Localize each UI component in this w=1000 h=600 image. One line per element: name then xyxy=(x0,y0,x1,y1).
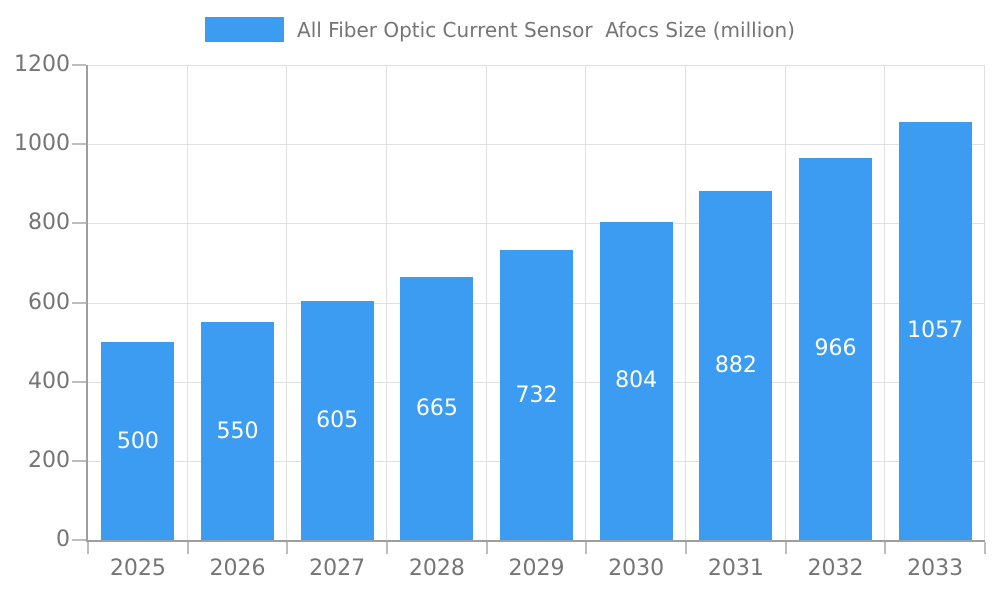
legend-swatch-icon xyxy=(205,17,285,42)
x-axis-tick-label: 2032 xyxy=(807,556,864,581)
y-axis-tick xyxy=(72,301,86,304)
y-axis-tick xyxy=(72,222,86,225)
v-gridline xyxy=(685,65,686,540)
bar-2030[interactable]: 804 xyxy=(599,221,673,540)
v-gridline xyxy=(386,65,387,540)
bar-value-label: 804 xyxy=(615,368,658,394)
x-axis-tick-label: 2027 xyxy=(309,556,366,581)
bar-value-label: 966 xyxy=(814,336,857,362)
x-axis-tick xyxy=(884,542,887,554)
v-gridline xyxy=(186,65,188,540)
bar-2032[interactable]: 966 xyxy=(799,157,872,540)
y-axis-tick-label: 600 xyxy=(28,289,70,315)
v-gridline xyxy=(585,65,587,540)
bar-2029[interactable]: 732 xyxy=(500,250,573,540)
x-axis-tick xyxy=(685,542,687,554)
y-axis-tick-label: 400 xyxy=(28,368,70,394)
x-axis-tick-label: 2031 xyxy=(707,556,764,581)
x-axis-tick-label: 2029 xyxy=(508,556,565,581)
bar-value-label: 882 xyxy=(714,352,757,378)
h-gridline xyxy=(88,65,985,66)
x-axis-tick-label: 2028 xyxy=(408,556,465,581)
h-gridline xyxy=(88,144,985,146)
x-axis-tick-label: 2026 xyxy=(209,556,266,581)
h-gridline xyxy=(88,223,985,225)
y-axis-line xyxy=(86,65,88,542)
bar-value-label: 665 xyxy=(415,395,458,421)
v-gridline xyxy=(286,65,288,540)
x-axis-tick xyxy=(984,542,986,554)
x-axis-tick xyxy=(585,542,588,554)
bar-2028[interactable]: 665 xyxy=(400,276,474,540)
x-axis-tick-label: 2025 xyxy=(109,556,166,581)
bar-2027[interactable]: 605 xyxy=(300,300,374,540)
x-axis-tick xyxy=(784,542,787,554)
bar-value-label: 605 xyxy=(316,407,359,433)
plot-area: 0 200 400 600 800 1000 1200 500 2025 550 2026 605 20… xyxy=(14,52,986,581)
x-axis-line xyxy=(86,540,985,542)
y-axis-tick-label: 1000 xyxy=(14,131,70,157)
x-axis-tick xyxy=(87,542,89,554)
x-axis-tick-label: 2033 xyxy=(907,556,964,581)
y-axis-tick-label: 1200 xyxy=(14,52,70,77)
y-axis-tick xyxy=(72,64,86,66)
y-axis-tick-label: 800 xyxy=(28,210,70,236)
bar-2033[interactable]: 1057 xyxy=(898,121,972,540)
y-axis-tick xyxy=(72,380,86,383)
v-gridline xyxy=(884,65,886,540)
bar-value-label: 500 xyxy=(116,428,159,454)
legend-label: All Fiber Optic Current Sensor Afocs Siz… xyxy=(297,17,795,42)
bar-value-label: 732 xyxy=(515,382,558,408)
y-axis-tick xyxy=(72,539,86,541)
x-axis-tick xyxy=(485,542,488,554)
y-axis-tick-label: 0 xyxy=(56,527,70,552)
x-axis-tick xyxy=(186,542,189,554)
x-axis-tick-label: 2030 xyxy=(608,556,665,581)
x-axis-tick xyxy=(386,542,388,554)
bar-2025[interactable]: 500 xyxy=(101,342,175,540)
v-gridline xyxy=(984,65,985,540)
y-axis-tick xyxy=(72,143,86,146)
x-axis-tick xyxy=(286,542,289,554)
bar-2031[interactable]: 882 xyxy=(699,190,773,540)
y-axis-tick-label: 200 xyxy=(28,447,70,473)
y-axis-tick xyxy=(72,459,86,462)
bar-2026[interactable]: 550 xyxy=(201,322,274,540)
bar-value-label: 550 xyxy=(216,418,259,444)
v-gridline xyxy=(485,65,487,540)
chart-legend[interactable]: All Fiber Optic Current Sensor Afocs Siz… xyxy=(0,17,1000,42)
v-gridline xyxy=(784,65,786,540)
bar-value-label: 1057 xyxy=(907,318,964,344)
